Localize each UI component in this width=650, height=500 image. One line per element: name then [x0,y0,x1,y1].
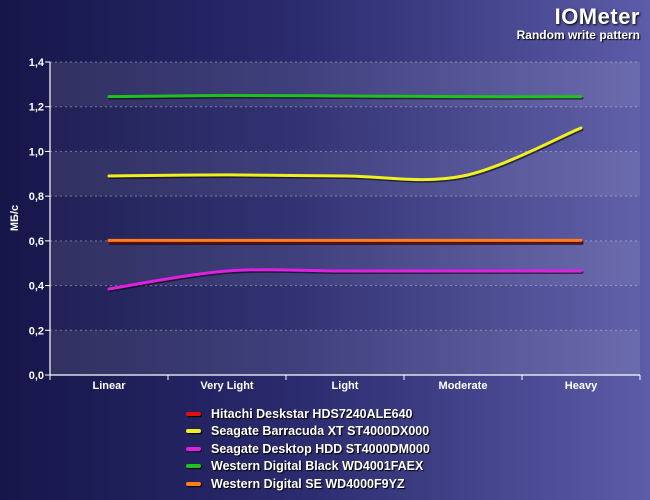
y-tick-label: 0,8 [29,191,44,203]
axes [49,62,641,380]
legend-swatch [186,464,201,469]
y-tick-label: 1,4 [29,57,45,69]
legend-item: Seagate Desktop HDD ST4000DM000 [186,440,430,458]
series-line-1 [107,126,583,182]
y-tick-label: 0,0 [29,370,44,382]
legend-swatch [186,446,201,451]
plot-band [50,285,640,331]
series-line-3 [107,94,583,99]
legend-item: Western Digital SE WD4000F9YZ [186,475,430,493]
x-tick-label: Heavy [565,380,598,392]
x-tick-label: Light [332,380,359,392]
series-line-2 [107,268,583,291]
legend-item: Seagate Barracuda XT ST4000DX000 [186,423,430,441]
y-tick-labels: 0,0 0,2 0,4 0,6 0,8 1,0 1,2 1,4 [29,57,45,382]
legend: Hitachi Deskstar HDS7240ALE640 Seagate Ba… [186,405,430,493]
series-lines [107,94,584,292]
plot-band [50,240,640,286]
y-tick-label: 1,2 [29,102,44,114]
x-tick-label: Very Light [200,380,254,392]
legend-item: Western Digital Black WD4001FAEX [186,458,430,476]
plot-area [50,62,640,375]
x-tick-label: Moderate [439,380,488,392]
y-tick-label: 0,2 [29,325,44,337]
plot-band [50,106,640,152]
y-tick-label: 0,4 [29,281,45,293]
page-subtitle: Random write pattern [516,28,640,42]
y-axis-label: МБ/с [9,205,21,231]
legend-label: Hitachi Deskstar HDS7240ALE640 [211,406,413,421]
x-tick-labels: Linear Very Light Light Moderate Heavy [92,380,598,392]
legend-swatch [186,481,201,486]
legend-item: Hitachi Deskstar HDS7240ALE640 [186,405,430,423]
plot-band [50,62,640,107]
plot-band [50,151,640,197]
y-tick-label: 1,0 [29,146,44,158]
plot-band [50,196,640,241]
plot-band [50,330,640,375]
y-tick-label: 0,6 [29,236,44,248]
legend-label: Western Digital Black WD4001FAEX [211,459,424,474]
legend-label: Seagate Barracuda XT ST4000DX000 [211,424,430,439]
x-tick-label: Linear [92,380,126,392]
legend-label: Western Digital SE WD4000F9YZ [211,476,405,491]
legend-swatch [186,411,201,416]
legend-swatch [186,429,201,434]
page-title: IOMeter [554,4,640,29]
legend-label: Seagate Desktop HDD ST4000DM000 [211,441,430,456]
